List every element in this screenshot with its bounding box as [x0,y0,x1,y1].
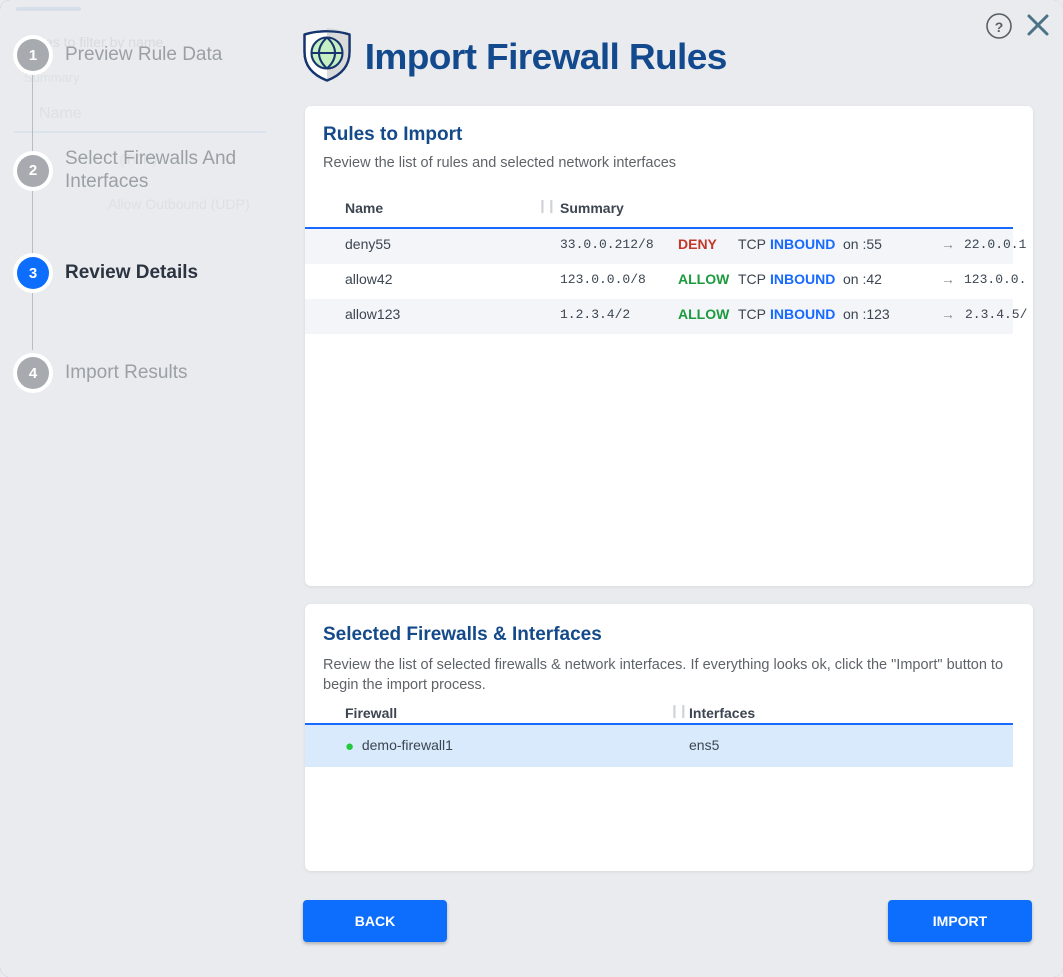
svg-text:?: ? [995,19,1004,35]
